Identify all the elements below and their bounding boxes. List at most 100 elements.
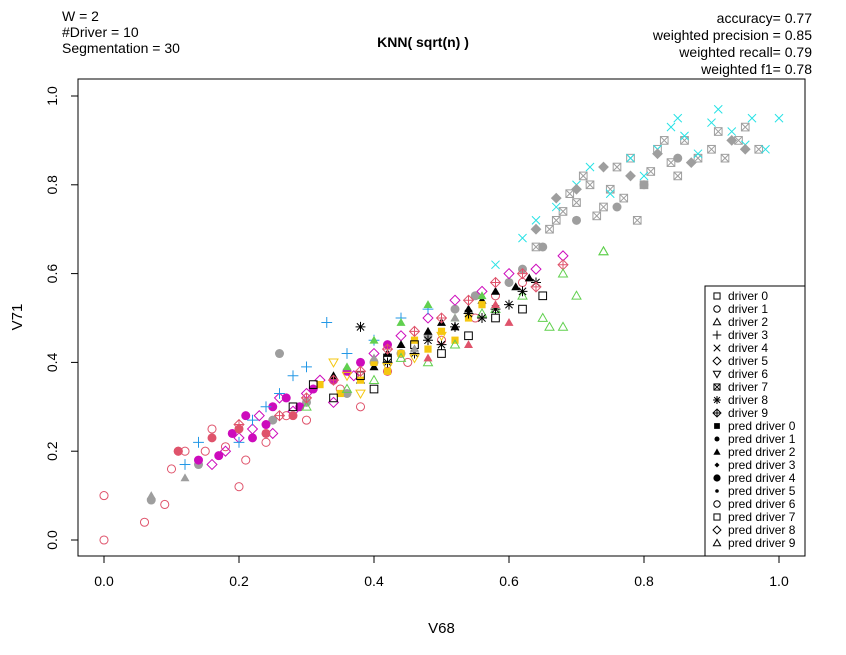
legend-symbol (712, 538, 722, 547)
data-point (355, 321, 366, 332)
data-point (612, 202, 622, 212)
legend-entry: pred driver 7 (728, 510, 796, 524)
data-point (491, 300, 500, 309)
data-point (585, 162, 595, 172)
y-tick-label: 1.0 (44, 86, 60, 106)
x-tick-label: 1.0 (769, 573, 789, 589)
data-point (409, 354, 420, 364)
legend-symbol (715, 489, 719, 493)
data-point (518, 233, 527, 243)
data-point (369, 353, 379, 362)
data-point (403, 357, 413, 367)
data-point (300, 392, 313, 404)
data-point (747, 113, 757, 123)
data-point (538, 291, 548, 301)
data-point (354, 365, 367, 377)
legend-entry: pred driver 0 (728, 419, 796, 433)
data-point (369, 384, 379, 394)
data-point (504, 317, 514, 326)
data-point (619, 193, 629, 203)
data-point (524, 273, 534, 282)
data-point (605, 189, 615, 199)
data-point (550, 192, 562, 204)
data-point (565, 189, 575, 199)
legend-entry: driver 6 (728, 367, 768, 381)
x-tick-label: 0.6 (499, 573, 519, 589)
data-point (301, 361, 312, 373)
legend-symbol (713, 500, 721, 508)
data-point (516, 267, 529, 280)
data-point (558, 207, 568, 216)
data-point (241, 455, 251, 465)
data-point (450, 313, 460, 322)
data-point (233, 436, 245, 448)
data-point (666, 158, 676, 167)
data-point (605, 184, 615, 194)
data-point (557, 321, 569, 331)
data-point (329, 393, 338, 403)
data-point (247, 414, 258, 426)
data-point (370, 358, 378, 366)
data-point (220, 442, 231, 452)
y-axis-label: V71 (9, 304, 26, 331)
data-point (551, 215, 561, 225)
legend-entry: pred driver 2 (728, 445, 796, 459)
data-point (207, 433, 217, 443)
data-point (739, 143, 751, 155)
data-point (639, 180, 649, 190)
data-point (381, 343, 394, 355)
data-point (489, 276, 502, 289)
data-point (598, 245, 609, 256)
data-point (598, 245, 609, 256)
data-point (214, 451, 224, 461)
data-point (423, 326, 433, 335)
data-point (321, 317, 333, 328)
y-tick-label: 0.2 (44, 441, 60, 461)
data-point (761, 144, 770, 154)
data-point (368, 374, 380, 385)
data-point (369, 335, 379, 344)
y-tick-label: 0.0 (44, 530, 60, 550)
data-point (342, 362, 352, 371)
data-point (268, 415, 278, 425)
data-point (274, 388, 285, 399)
data-point (693, 153, 703, 163)
data-point (518, 304, 527, 314)
data-point (477, 313, 487, 323)
data-points (99, 104, 784, 545)
x-tick-label: 0.8 (634, 573, 654, 589)
data-point (301, 415, 312, 425)
legend-symbol (713, 305, 721, 313)
legend-symbol (712, 317, 722, 326)
data-point (646, 167, 656, 176)
data-point (423, 300, 433, 309)
data-point (726, 135, 738, 146)
data-point (774, 113, 784, 123)
legend-symbol (714, 462, 720, 468)
data-point (504, 299, 514, 310)
data-point (713, 104, 723, 114)
data-point (261, 420, 271, 430)
data-point (341, 371, 353, 382)
data-point (470, 291, 480, 301)
data-point (288, 411, 298, 421)
data-point (166, 464, 177, 474)
data-point (463, 308, 474, 319)
data-point (409, 348, 420, 359)
data-point (530, 281, 542, 293)
data-point (491, 313, 500, 323)
data-point (206, 458, 218, 471)
accuracy-label: accuracy= 0.77 (716, 10, 812, 26)
x-axis: 0.0 0.2 0.4 0.6 0.8 1.0 (94, 555, 789, 589)
data-point (531, 215, 541, 225)
data-point (571, 290, 582, 300)
data-point (336, 389, 344, 398)
data-point (193, 436, 204, 448)
data-point (449, 294, 461, 306)
data-point (194, 455, 203, 465)
legend-symbol (713, 513, 721, 521)
data-point (423, 335, 433, 346)
legend-entry: driver 2 (728, 315, 768, 329)
run-info: W = 2 #Driver = 10 Segmentation = 30 (62, 8, 180, 56)
data-point (578, 171, 588, 181)
